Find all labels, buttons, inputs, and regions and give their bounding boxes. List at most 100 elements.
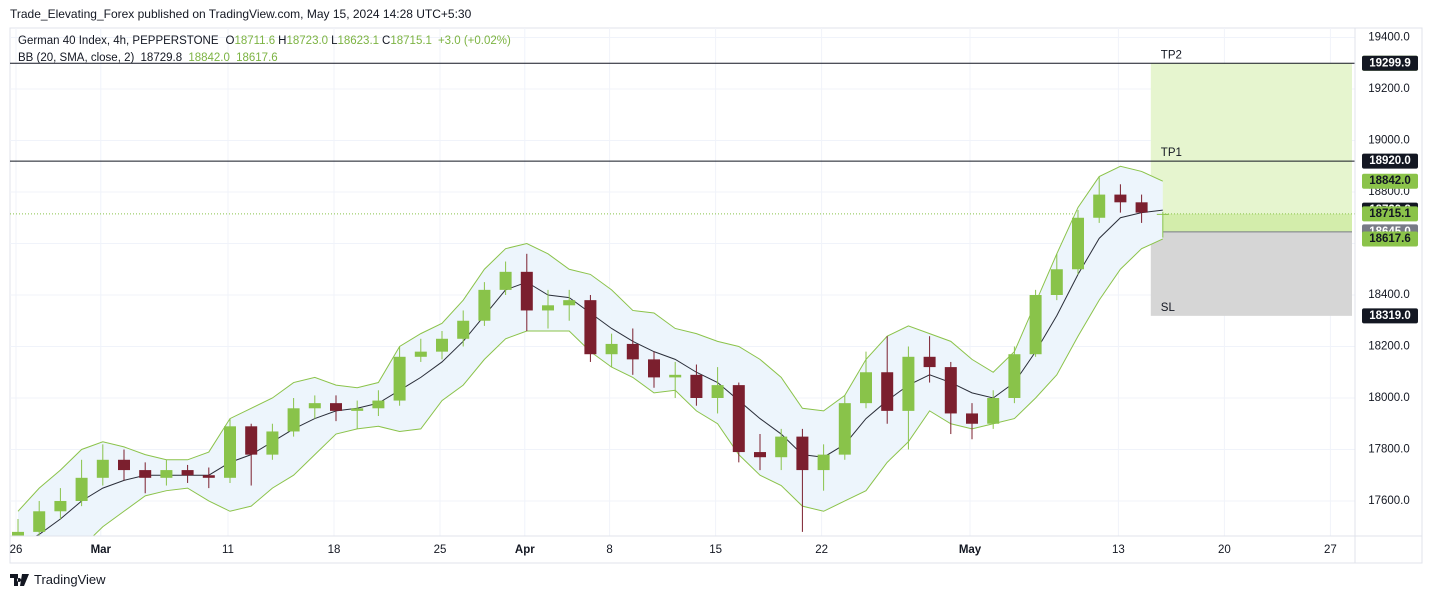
price-label-box xyxy=(1362,173,1418,189)
candle-body xyxy=(881,372,894,411)
candle-body xyxy=(96,459,109,478)
x-tick-label: 20 xyxy=(1218,544,1231,556)
price-label-box xyxy=(1362,153,1418,169)
logo xyxy=(10,573,29,586)
indicator-row: BB (20, SMA, close, 2) 18729.8 18842.0 1… xyxy=(18,52,281,64)
candle-body xyxy=(584,300,597,355)
candle-body xyxy=(393,356,406,401)
candle-body xyxy=(605,343,618,355)
candle-body xyxy=(478,289,491,321)
indicator-value: 18842.0 xyxy=(188,52,230,64)
candle-body xyxy=(266,431,279,455)
x-tick-label: 15 xyxy=(709,544,722,556)
open-profit xyxy=(1150,213,1352,232)
candle-body xyxy=(181,470,194,476)
candle-body xyxy=(944,367,957,414)
y-tick-label: 18200.0 xyxy=(1368,341,1410,353)
candle-body xyxy=(1156,213,1169,215)
candle-body xyxy=(711,385,724,398)
candle-body xyxy=(838,403,851,455)
candle-body xyxy=(690,374,703,398)
candle-body xyxy=(308,403,321,409)
y-tick-label: 19200.0 xyxy=(1368,83,1410,95)
x-tick-label: 26 xyxy=(10,544,23,556)
candle-body xyxy=(330,403,342,411)
ohlc-value: 18723.0 xyxy=(286,35,329,47)
candle-body xyxy=(139,470,152,478)
indicator-value: 18617.6 xyxy=(236,52,278,64)
candle-body xyxy=(754,452,766,458)
plot xyxy=(10,28,1355,536)
candle-body xyxy=(563,300,576,306)
brand: TradingView xyxy=(34,572,106,587)
candle-body xyxy=(1093,194,1106,218)
candle-body xyxy=(224,426,236,478)
indicator: BB (20, SMA, close, 2) xyxy=(18,52,135,64)
candle-body xyxy=(987,397,1000,424)
legend-row: German 40 Index, 4h, PEPPERSTONE O18711.6… xyxy=(18,35,514,47)
price-label: 18715.1 xyxy=(1369,208,1411,220)
candle-body xyxy=(1072,217,1084,270)
y-tick-label: 18000.0 xyxy=(1368,392,1410,404)
indicator-value: 18729.8 xyxy=(140,52,183,64)
y-tick-label: 17600.0 xyxy=(1368,495,1410,507)
candle-body xyxy=(817,454,830,471)
candle-body xyxy=(202,475,215,478)
price-label: 18617.6 xyxy=(1369,233,1411,245)
candle-body xyxy=(1114,194,1127,203)
y-tick-label: 19000.0 xyxy=(1368,135,1410,147)
y-tick-label: 17800.0 xyxy=(1368,444,1410,456)
candle-body xyxy=(669,374,682,378)
ohlc-key: C xyxy=(382,35,391,47)
candle-body xyxy=(1135,202,1148,213)
candle-body xyxy=(54,500,67,512)
target-zone xyxy=(1150,63,1352,232)
ohlc-value: 18715.1 xyxy=(390,35,432,47)
y-tick-label: 18400.0 xyxy=(1368,289,1410,301)
candle-body xyxy=(499,271,512,290)
candle-body xyxy=(542,305,554,311)
ohlc-value: 18711.6 xyxy=(234,35,276,47)
price-label-box xyxy=(1362,206,1418,222)
x-tick-label: Mar xyxy=(91,544,112,556)
price-label-box xyxy=(1362,231,1418,247)
candle-body xyxy=(351,408,364,411)
ohlc-key: O xyxy=(225,35,235,47)
candle-body xyxy=(1029,295,1042,355)
stop-zone xyxy=(1150,231,1352,316)
candle-body xyxy=(457,320,470,339)
candle-body xyxy=(732,385,745,453)
candle-body xyxy=(372,400,385,409)
x-tick-label: May xyxy=(959,544,982,556)
candle-body xyxy=(287,408,300,432)
price-label: 18842.0 xyxy=(1369,175,1411,187)
band-upper xyxy=(17,165,1164,512)
y-tick-label: 19400.0 xyxy=(1368,32,1410,44)
price-label: 18319.0 xyxy=(1369,310,1411,322)
candle-body xyxy=(245,426,258,455)
ohlc-key: L xyxy=(331,35,338,47)
ohlc-key: H xyxy=(278,35,287,47)
candle-body xyxy=(1008,354,1021,398)
y-tick-label: 18800.0 xyxy=(1368,186,1410,198)
change: +3.0 (+0.02%) xyxy=(437,35,511,47)
publisher: Trade_Elevating_Forex published on Tradi… xyxy=(10,7,472,21)
candle-body xyxy=(1050,269,1063,296)
x-tick-label: 13 xyxy=(1112,544,1125,556)
price-label: 18920.0 xyxy=(1369,155,1411,167)
candle-body xyxy=(436,338,448,352)
x-tick-label: 27 xyxy=(1324,544,1337,556)
x-tick-label: 22 xyxy=(815,544,828,556)
footer: TradingView xyxy=(10,572,106,587)
candle-body xyxy=(923,356,936,368)
candle-body xyxy=(33,511,46,532)
symbol: German 40 Index, 4h, PEPPERSTONE xyxy=(18,35,219,47)
x-tick-label: 25 xyxy=(434,544,447,556)
candle-body xyxy=(626,343,639,360)
x-tick-label: 11 xyxy=(222,544,234,556)
candle-body xyxy=(775,436,788,458)
candle-body xyxy=(414,351,427,357)
candle-body xyxy=(796,436,809,471)
candle-body xyxy=(902,356,915,411)
